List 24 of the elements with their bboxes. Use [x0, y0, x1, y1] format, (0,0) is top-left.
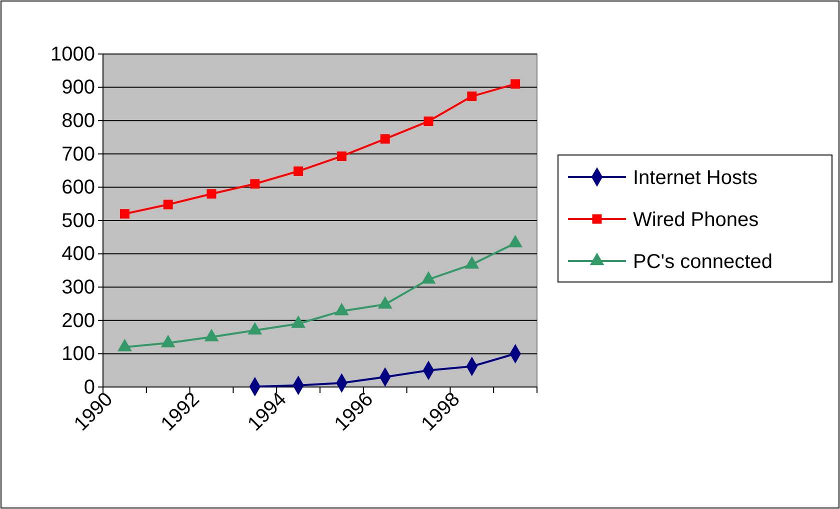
point	[510, 79, 520, 89]
y-tick-label: 400	[62, 243, 95, 266]
y-tick-label: 700	[62, 143, 95, 166]
y-tick-label: 200	[62, 310, 95, 332]
point	[294, 166, 304, 176]
y-tick-label: 800	[62, 110, 95, 132]
y-tick-label: 100	[62, 343, 95, 366]
point	[467, 92, 477, 102]
y-tick-label: 1000	[50, 43, 95, 66]
y-tick-label: 900	[62, 76, 95, 99]
point	[380, 134, 390, 144]
y-tick-label: 300	[62, 276, 95, 298]
y-tick-label: 600	[62, 176, 95, 199]
y-tick-label: 0	[84, 376, 95, 398]
legend-label: PC's connected	[633, 251, 772, 273]
point	[424, 116, 434, 126]
point	[163, 200, 173, 210]
point	[206, 189, 216, 199]
y-tick-label: 500	[62, 210, 95, 232]
point	[336, 151, 346, 161]
legend-label: Internet Hosts	[633, 167, 758, 189]
point	[120, 209, 130, 219]
point	[250, 179, 260, 189]
legend-label: Wired Phones	[633, 209, 759, 231]
